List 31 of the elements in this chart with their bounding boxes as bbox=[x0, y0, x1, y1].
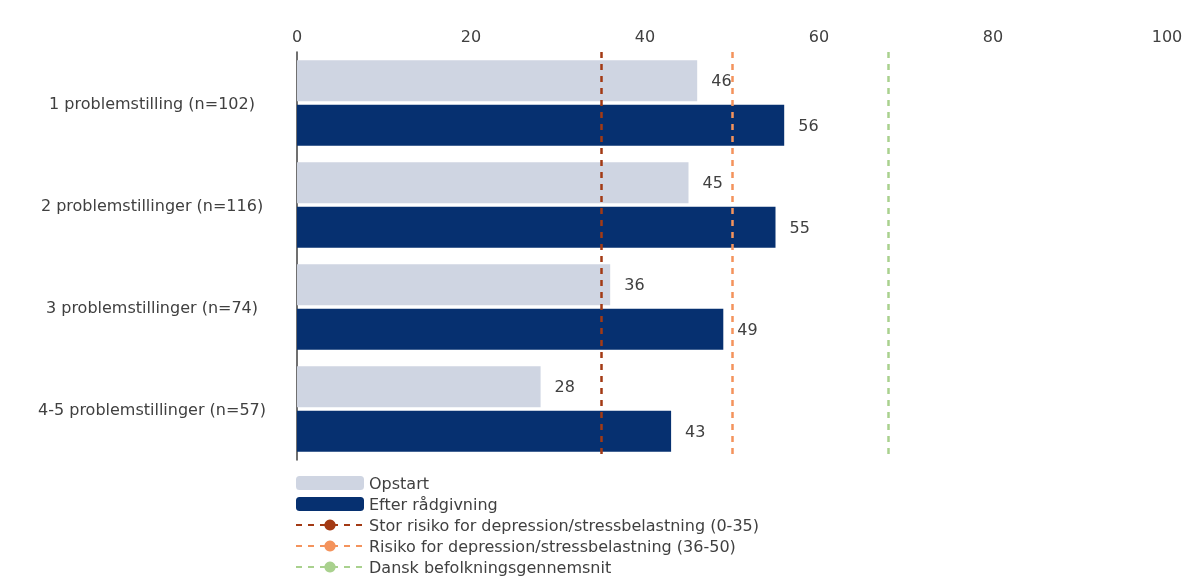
bar bbox=[297, 206, 776, 248]
bar bbox=[297, 366, 541, 408]
bar bbox=[297, 410, 672, 452]
x-tick-label: 40 bbox=[634, 26, 656, 46]
bar bbox=[297, 104, 785, 146]
data-label: 28 bbox=[554, 377, 575, 397]
bar bbox=[297, 308, 724, 350]
data-label: 55 bbox=[789, 217, 810, 237]
legend-label: Efter rådgivning bbox=[369, 494, 498, 514]
data-label: 36 bbox=[624, 275, 645, 295]
data-label: 49 bbox=[737, 319, 758, 339]
bar bbox=[297, 60, 698, 102]
y-tick-label: 3 problemstillinger (n=74) bbox=[45, 297, 259, 317]
y-tick-label: 1 problemstilling (n=102) bbox=[49, 93, 255, 113]
data-label: 56 bbox=[798, 115, 819, 135]
x-tick-label: 20 bbox=[460, 26, 482, 46]
x-tick-label: 0 bbox=[291, 26, 303, 46]
data-label: 46 bbox=[711, 71, 732, 91]
x-tick-label: 80 bbox=[982, 26, 1004, 46]
data-label: 45 bbox=[702, 173, 723, 193]
y-tick-label: 2 problemstillinger (n=116) bbox=[40, 195, 264, 215]
legend-label: Dansk befolkningsgennemsnit bbox=[369, 557, 612, 577]
bar bbox=[297, 162, 689, 204]
y-tick-label: 4-5 problemstillinger (n=57) bbox=[37, 399, 267, 419]
data-label: 43 bbox=[685, 421, 706, 441]
x-tick-label: 100 bbox=[1151, 26, 1183, 46]
x-tick-label: 60 bbox=[808, 26, 830, 46]
bar bbox=[297, 264, 611, 306]
legend-label: Stor risiko for depression/stressbelastning (0-35) bbox=[369, 515, 759, 535]
legend-label: Risiko for depression/stressbelastning (36-50) bbox=[369, 536, 736, 556]
legend-label: Opstart bbox=[369, 473, 430, 493]
